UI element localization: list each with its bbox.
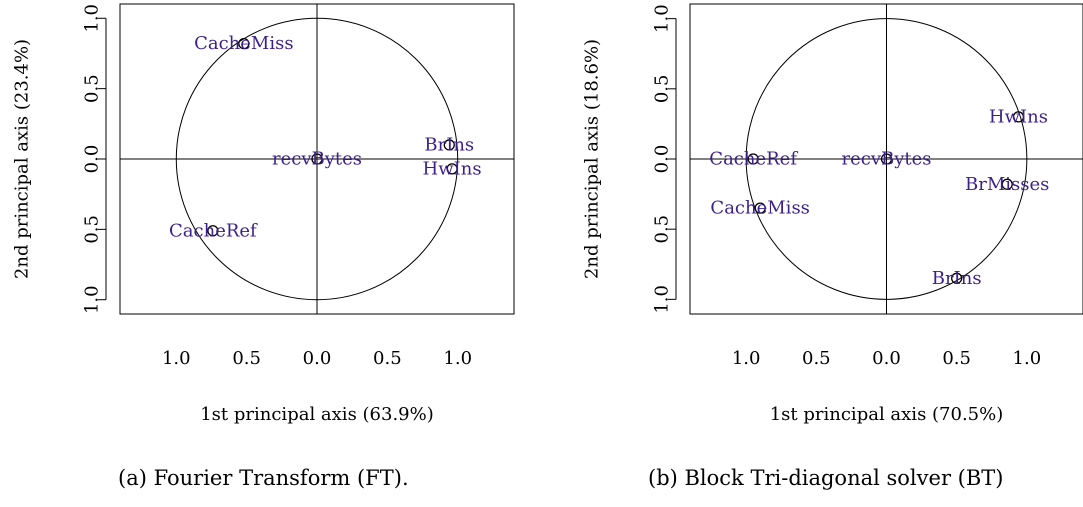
point-recvbytes xyxy=(880,153,893,165)
caption-block-tridiagonal: (b) Block Tri-diagonal solver (BT) xyxy=(648,466,1004,490)
point-label-hwins: HwIns xyxy=(989,106,1048,127)
point-label-brmisses: BrMisses xyxy=(965,174,1049,195)
panel-a: 1.0 0.5 0.0 0.5 1.0 1.0 0.5 0.0 0.5 1.0 1st princi… xyxy=(12,3,515,425)
y-tick-label: 0.5 xyxy=(652,215,673,244)
x-tick-label: 0.5 xyxy=(373,348,402,369)
point-label-cacheref: CacheRef xyxy=(169,220,258,241)
y-axis-title: 2nd principal axis (18.6%) xyxy=(582,39,603,279)
x-tick-label: 0.5 xyxy=(232,348,261,369)
y-tick-label: 0.0 xyxy=(82,145,103,174)
x-tick-label: 0.0 xyxy=(872,348,901,369)
point-brmisses xyxy=(1001,178,1013,190)
y-axis-title: 2nd principal axis (23.4%) xyxy=(12,39,33,279)
unit-circle xyxy=(745,18,1028,300)
point-cachemiss xyxy=(238,37,250,50)
x-axis-title: 1st principal axis (63.9%) xyxy=(200,404,434,425)
y-tick-label: 1.0 xyxy=(82,285,103,314)
unit-circle xyxy=(175,17,459,301)
x-tick-label: 1.0 xyxy=(443,348,472,369)
y-tick-label: 0.5 xyxy=(82,74,103,103)
point-cachemiss xyxy=(754,202,766,214)
y-tick-label: 0.5 xyxy=(652,75,673,104)
point-label-cachemiss: CacheMiss xyxy=(194,33,294,54)
x-tick-label: 0.0 xyxy=(303,348,332,369)
point-label-hwins: HwIns xyxy=(423,158,482,179)
y-tick-label: 0.0 xyxy=(652,145,673,174)
point-cacheref xyxy=(207,225,219,237)
y-tick-label: 1.0 xyxy=(82,4,103,33)
point-hwins xyxy=(446,163,458,175)
x-tick-label: 1.0 xyxy=(162,348,191,369)
point-hwins xyxy=(1012,111,1025,123)
point-label-cacheref: CacheRef xyxy=(709,149,798,170)
x-axis-title: 1st principal axis (70.5%) xyxy=(770,404,1004,425)
point-label-brins: BrIns xyxy=(932,268,982,289)
point-label-recvbytes: recvBytes xyxy=(841,149,931,170)
point-brins xyxy=(443,139,455,151)
y-tick-label: 1.0 xyxy=(652,285,673,314)
point-label-recvbytes: recvBytes xyxy=(272,149,362,170)
x-tick-label: 0.5 xyxy=(802,348,831,369)
y-tick-label: 0.5 xyxy=(82,215,103,244)
point-cacheref xyxy=(747,153,759,165)
point-label-brins: BrIns xyxy=(424,134,474,155)
panel-b: 1.0 0.5 0.0 0.5 1.0 1.0 0.5 0.0 0.5 1.0 1st princi… xyxy=(582,3,1083,425)
point-recvbytes xyxy=(311,153,323,165)
point-label-cachemiss: CacheMiss xyxy=(710,198,810,219)
x-tick-label: 1.0 xyxy=(1013,348,1042,369)
point-brins xyxy=(951,272,963,284)
x-tick-label: 0.5 xyxy=(942,348,971,369)
y-tick-label: 1.0 xyxy=(652,4,673,33)
caption-fourier-transform: (a) Fourier Transform (FT). xyxy=(118,466,409,490)
x-tick-label: 1.0 xyxy=(732,348,761,369)
